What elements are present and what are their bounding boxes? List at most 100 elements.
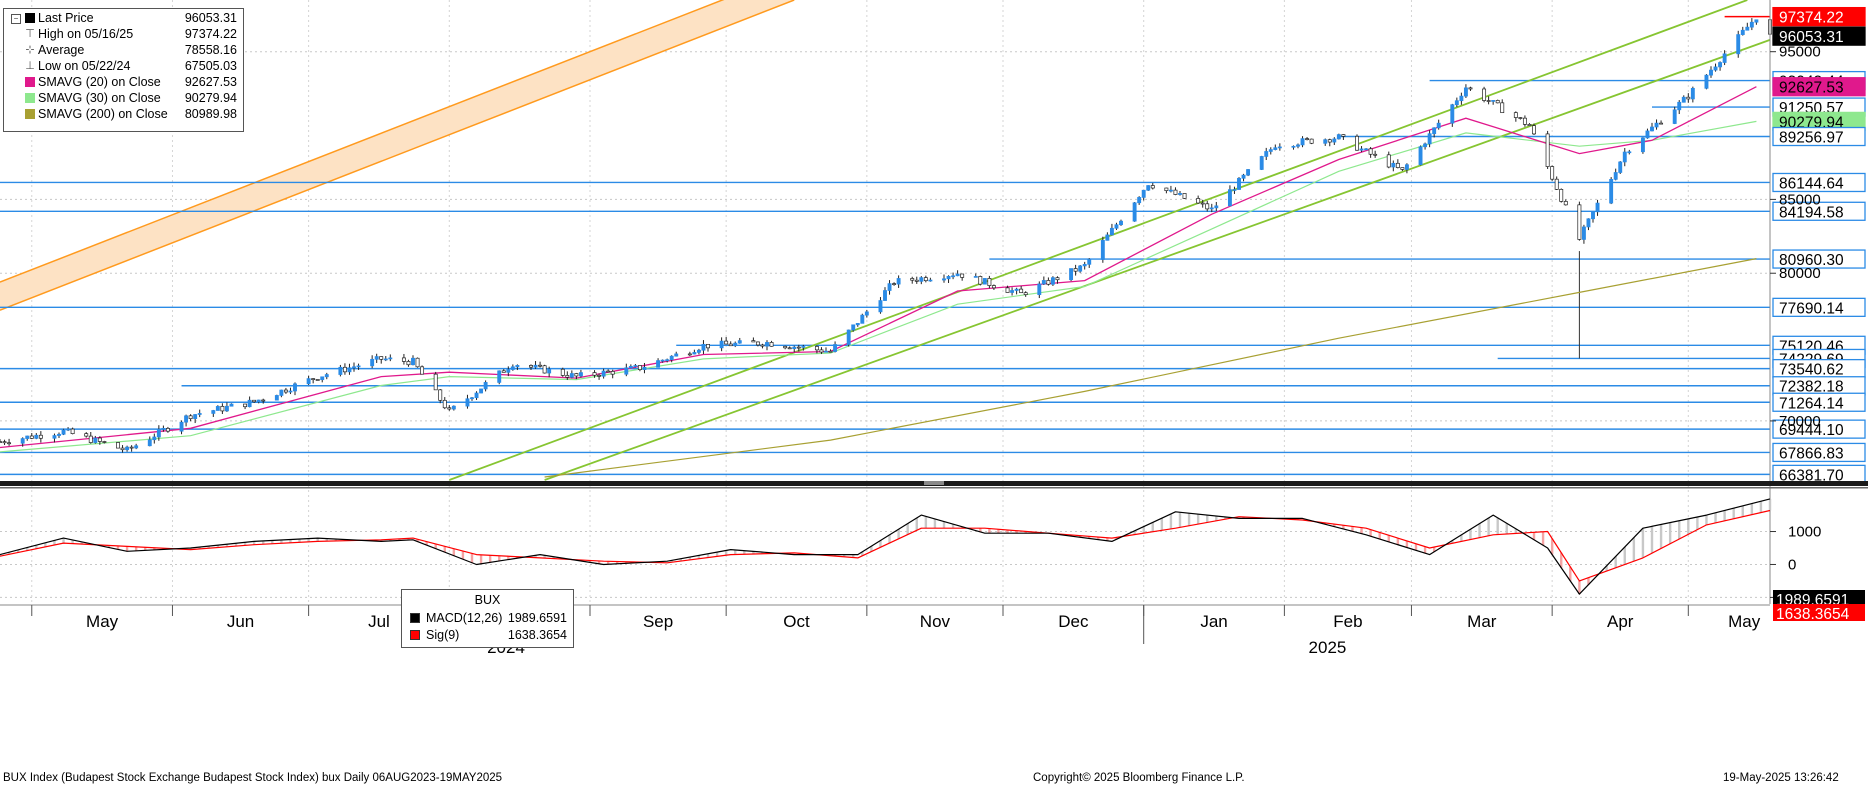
candle-up [1672,109,1677,124]
candle-up [324,374,329,378]
candle-up [1427,133,1432,145]
candle-up [1722,53,1727,63]
candle-up [370,358,375,367]
legend-value: 90279.94 [184,91,237,105]
candle-up [20,438,25,444]
candle-up [864,311,869,316]
macd-legend-label: Sig(9) [426,628,460,642]
candle-down [1355,135,1359,151]
candle-up [1069,268,1074,281]
legend-value: 80989.98 [184,107,237,121]
candle-up [1391,162,1396,168]
candle-up [1273,147,1278,150]
candle-down [796,346,801,349]
candle-up [338,366,343,375]
month-label: Dec [1058,612,1089,631]
candle-up [515,365,520,368]
candle-down [129,446,134,449]
candle-down [542,365,547,374]
candle-down [261,399,266,402]
candle-down [342,366,347,373]
candle-down [1500,102,1505,114]
candle-down [687,353,692,356]
candle-up [656,360,661,368]
candle-down [1196,198,1201,204]
candle-up [1109,227,1114,236]
price-tag-text: 69444.10 [1779,422,1844,439]
candle-up [1268,149,1273,152]
candle-down [188,415,193,420]
macd-legend-value: 1989.6591 [507,611,567,625]
price-tag-text: 89256.97 [1779,130,1844,147]
price-tag: 77690.14 [1772,297,1866,317]
candle-up [1078,265,1083,272]
candle-down [1686,96,1691,100]
candle-up [701,343,706,351]
candle-up [642,366,647,370]
candle-up [1754,19,1759,23]
candle-up [229,403,234,407]
candle-up [765,342,769,347]
candle-down [637,365,642,370]
price-tag-box [1772,6,1866,27]
candle-up [156,428,161,438]
candle-down [1513,112,1518,118]
candle-up [1704,74,1709,89]
candle-up [1609,179,1614,204]
candle-up [1114,224,1119,229]
month-label: May [86,612,119,631]
legend-label: High on 05/16/25 [38,27,134,41]
candle-up [34,434,39,439]
candle-down [751,340,756,343]
panel-divider[interactable] [0,481,1868,489]
divider-shadow [0,487,1868,489]
candle-up [1087,259,1092,265]
candle-down [7,442,12,445]
macd-price-tag: 1638.3654 [1773,604,1865,623]
candle-down [88,435,93,443]
candle-down [1182,193,1187,199]
candle-up [125,446,130,451]
candle-down [1046,280,1051,285]
candle-down [2,441,7,444]
candle-down [1005,287,1010,293]
legend-label: Last Price [38,11,94,25]
candle-up [833,344,838,352]
candle-down [501,370,506,373]
sma200-line [544,258,1757,478]
candle-up [1041,280,1046,285]
price-tag-box [1772,77,1866,97]
candle-up [1119,220,1123,226]
price-tag: 71264.14 [1772,392,1866,412]
candle-up [973,276,978,278]
footer-security-description: BUX Index (Budapest Stock Exchange Budap… [3,772,503,784]
sma20-line [0,86,1757,449]
price-tag-box [1772,172,1866,193]
candle-down [724,340,729,345]
series-swatch-icon [410,613,420,623]
candle-down [1200,202,1205,205]
candle-up [569,373,574,378]
collapse-icon[interactable]: − [11,14,21,24]
candle-down [116,442,120,449]
magenta-square-icon [25,77,35,87]
candle-down [1559,189,1564,202]
candle-down [1482,88,1487,101]
candle-down [1309,138,1314,144]
price-tag: 80960.30 [1772,249,1866,269]
candle-up [1332,138,1337,143]
price-tick-label: 85000 [1779,191,1821,208]
candle-up [1645,130,1650,139]
candle-down [1527,123,1532,126]
candle-up [215,406,220,411]
candle-up [25,435,30,439]
candle-up [1364,148,1369,151]
legend-row: ⊤ High on 05/16/25 97374.22 [4,26,243,42]
year-label: 2025 [1309,638,1347,657]
orange-band-upper-line [0,0,725,283]
candle-down [755,341,760,346]
divider-grip-icon [924,481,944,485]
candle-up [1050,277,1055,285]
low-marker-icon: ⊥ [25,60,35,72]
candle-up [692,352,697,355]
